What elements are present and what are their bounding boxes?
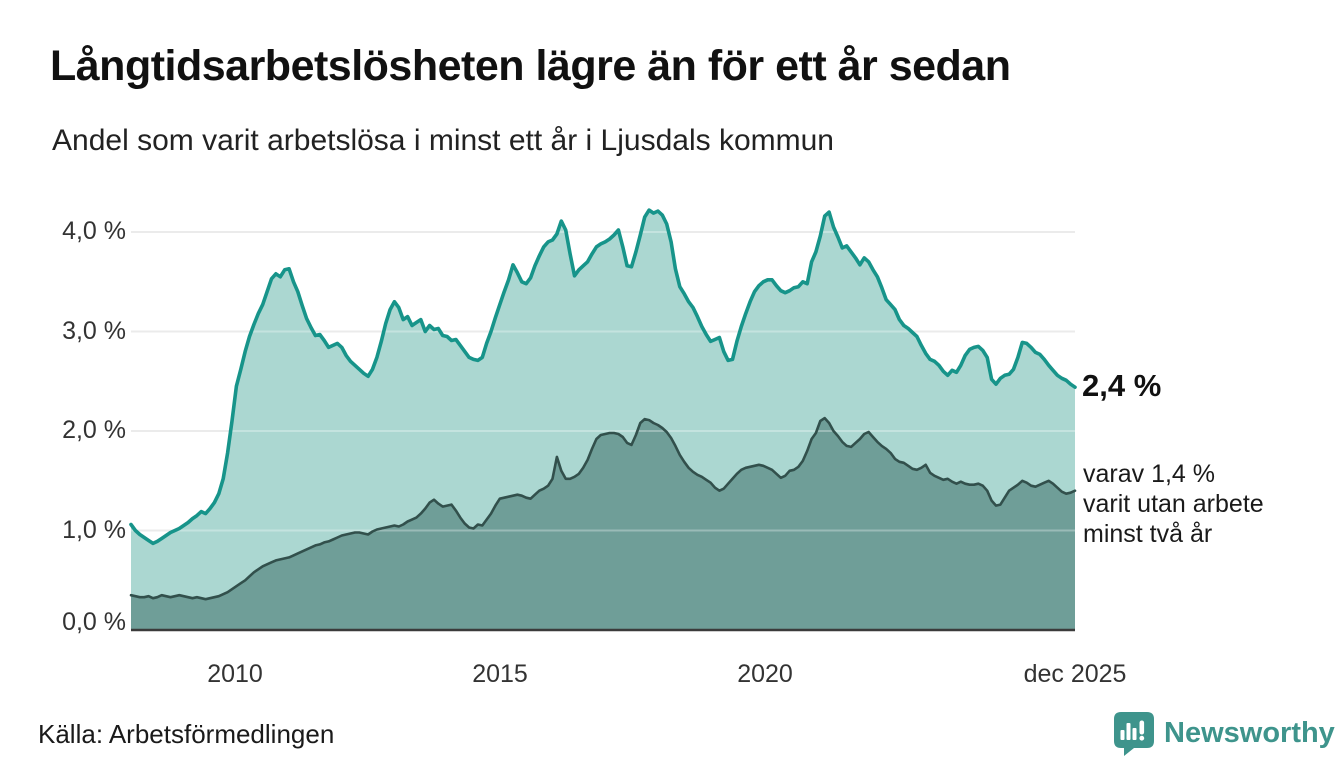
brand-logo: Newsworthy	[1112, 710, 1335, 756]
y-tick-4: 4,0 %	[62, 217, 126, 245]
y-tick-3: 3,0 %	[62, 317, 126, 345]
latest-value-label: 2,4 %	[1082, 368, 1162, 404]
y-tick-2: 2,0 %	[62, 416, 126, 444]
x-tick-2015: 2015	[472, 660, 528, 688]
x-tick-2020: 2020	[737, 660, 793, 688]
y-tick-0: 0,0 %	[62, 608, 126, 636]
x-tick-2010: 2010	[207, 660, 263, 688]
x-tick-dec-2025: dec 2025	[1023, 660, 1127, 688]
source-credit: Källa: Arbetsförmedlingen	[38, 719, 335, 749]
series-line-minst-ett-ar	[129, 208, 1077, 546]
brand-name: Newsworthy	[1164, 716, 1335, 749]
y-tick-1: 1,0 %	[62, 516, 126, 544]
secondary-value-line-3: minst två år	[1083, 520, 1213, 548]
secondary-value-line-2: varit utan arbete	[1083, 490, 1264, 518]
secondary-value-line-1: varav 1,4 %	[1083, 460, 1216, 488]
page-subtitle: Andel som varit arbetslösa i minst ett å…	[52, 124, 834, 157]
series-area-minst-tva-ar	[131, 418, 1075, 630]
newsworthy-logo-icon	[1112, 710, 1156, 756]
series-line-minst-tva-ar	[129, 416, 1077, 601]
page-title: Långtidsarbetslösheten lägre än för ett …	[50, 42, 1011, 90]
gridline-overlays	[131, 231, 1075, 532]
